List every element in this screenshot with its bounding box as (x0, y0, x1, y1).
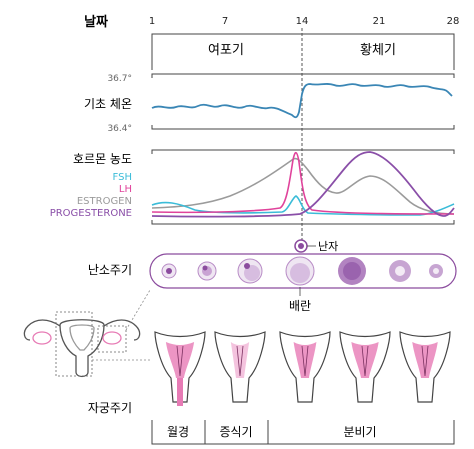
reproductive-organs-icon (23, 311, 141, 378)
follicle-stages (161, 256, 443, 286)
legend-fsh: FSH (113, 172, 132, 183)
fsh-curve (151, 195, 455, 216)
bbt-low-value: 36.4° (107, 124, 132, 134)
egg-label: 난자 (318, 240, 338, 253)
legend-progesterone: PROGESTERONE (50, 208, 132, 219)
corpus-albicans (429, 264, 443, 278)
corpus-luteum-1 (338, 257, 366, 285)
ovulation-label: 배란 (289, 299, 311, 313)
follicle-stage-4-ovulation (285, 256, 315, 286)
follicle-stage-3 (237, 258, 263, 284)
ovary-connector (125, 289, 151, 331)
luteal-phase-label: 황체기 (360, 43, 396, 58)
day-tick-7: 7 (222, 16, 228, 27)
egg-callout: 난자 (294, 239, 338, 253)
day-tick-1: 1 (149, 16, 155, 27)
menstruation-label: 월경 (167, 425, 189, 439)
phase-bracket (151, 33, 455, 70)
bbt-label: 기초 체온 (84, 97, 132, 111)
uterine-phase-bracket (151, 420, 455, 445)
uterus-stage-4 (339, 331, 391, 403)
ovarian-cycle-label: 난소주기 (88, 263, 132, 277)
uterus-stage-5 (399, 331, 451, 403)
secretory-label: 분비기 (343, 425, 376, 439)
legend-lh: LH (119, 184, 132, 195)
uterus-stages (154, 331, 451, 406)
uterus-stage-1 (154, 331, 206, 406)
estrogen-curve (151, 157, 455, 215)
hormone-label: 호르몬 농도 (73, 152, 132, 166)
progesterone-curve (151, 151, 455, 218)
legend-estrogen: ESTROGEN (77, 196, 132, 207)
bbt-high-value: 36.7° (107, 74, 132, 84)
lh-curve (151, 151, 455, 215)
uterine-cycle-label: 자궁주기 (88, 401, 132, 415)
hormone-panel: 호르몬 농도 FSH LH ESTROGEN PROGESTERONE (50, 149, 455, 225)
bbt-line (151, 82, 453, 119)
proliferative-label: 증식기 (219, 425, 252, 439)
follicle-stage-1 (161, 263, 177, 279)
corpus-luteum-2 (389, 260, 411, 282)
day-tick-21: 21 (373, 16, 386, 27)
bbt-panel: 36.7° 36.4° 기초 체온 (84, 73, 455, 134)
uterus-stage-3 (279, 331, 331, 403)
day-tick-14: 14 (296, 16, 309, 27)
day-axis-label: 날짜 (84, 14, 108, 30)
follicular-phase-label: 여포기 (208, 43, 244, 58)
follicle-stage-2 (197, 261, 217, 281)
day-tick-28: 28 (447, 16, 460, 27)
uterus-stage-2 (214, 331, 266, 403)
